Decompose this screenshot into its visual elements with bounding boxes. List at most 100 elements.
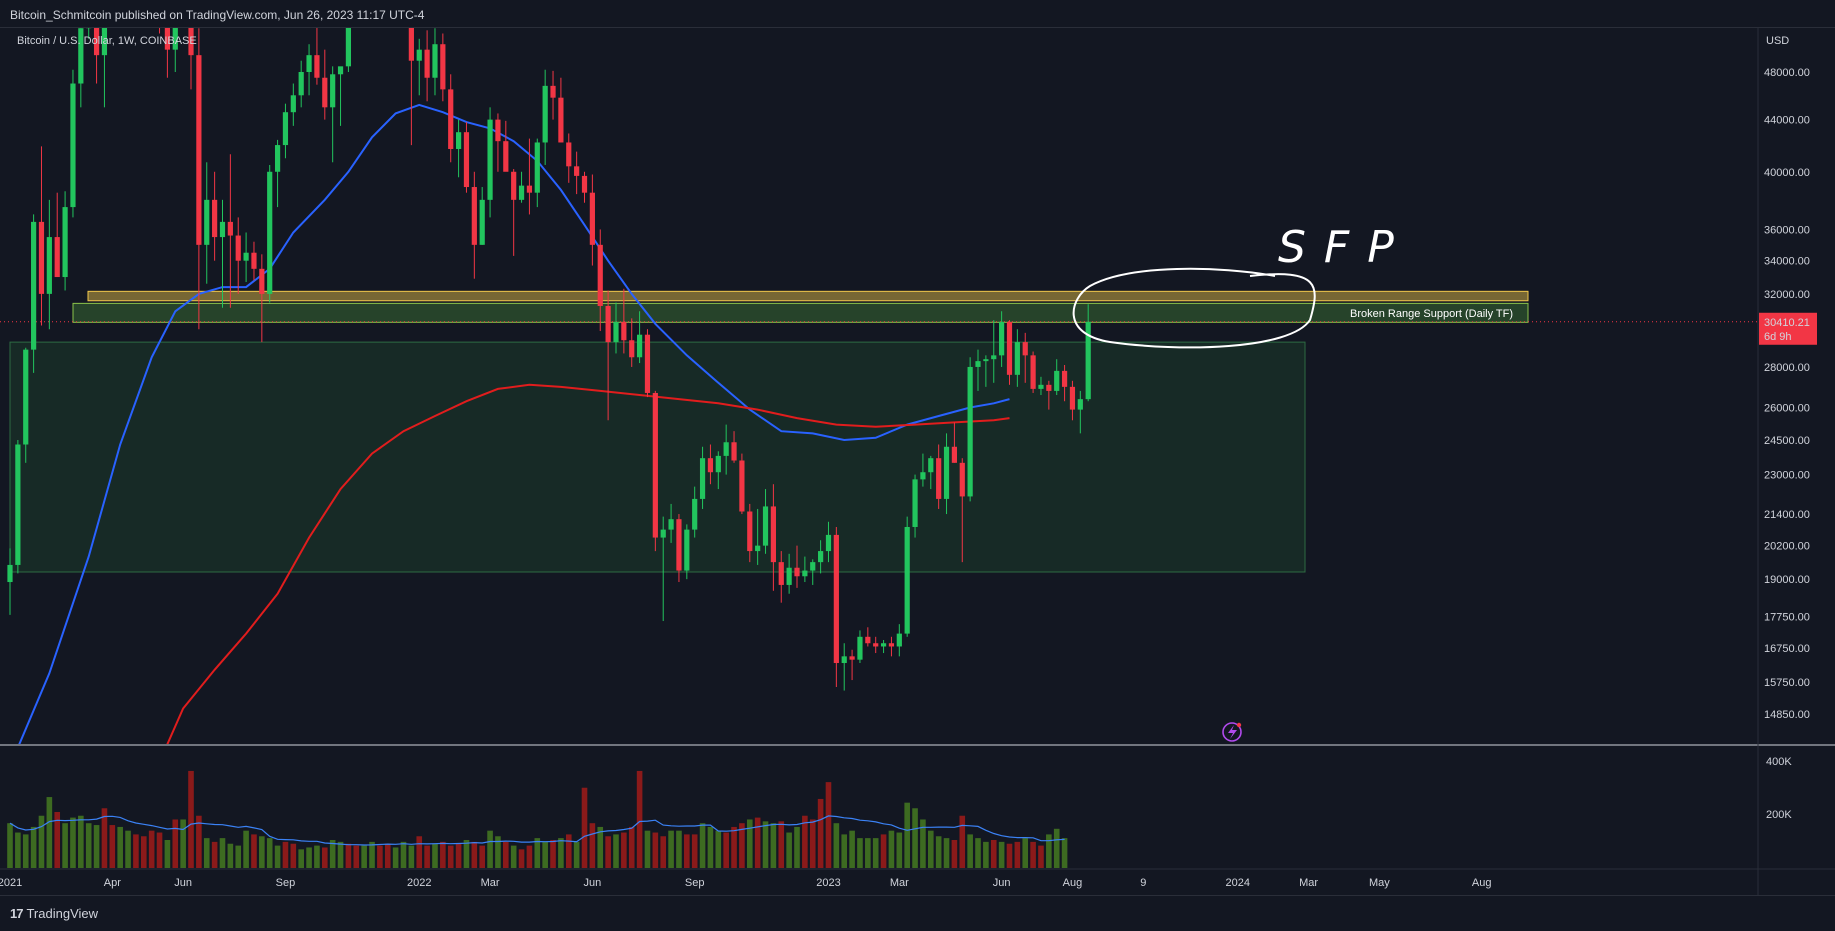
candle bbox=[495, 113, 501, 172]
candle-body bbox=[448, 89, 454, 149]
time-tick-label: 2024 bbox=[1225, 877, 1249, 889]
candle-body bbox=[652, 392, 658, 538]
symbol-legend: Bitcoin / U.S. Dollar, 1W, COINBASE bbox=[17, 35, 197, 47]
candle-body bbox=[1006, 321, 1013, 375]
time-tick-label: Sep bbox=[276, 877, 296, 889]
volume-bar bbox=[935, 836, 942, 868]
volume-bar bbox=[943, 838, 950, 868]
candle-body bbox=[739, 460, 745, 512]
volume-bar bbox=[636, 770, 643, 868]
candle-body bbox=[251, 252, 257, 269]
time-tick-label: 2023 bbox=[816, 877, 840, 889]
volume-bar bbox=[896, 832, 903, 868]
volume-bar bbox=[707, 826, 714, 868]
candle bbox=[1077, 390, 1083, 434]
candle bbox=[605, 290, 611, 421]
volume-bar bbox=[699, 823, 706, 868]
volume-bar bbox=[621, 832, 627, 868]
volume-bar bbox=[794, 826, 800, 868]
candle bbox=[306, 44, 312, 96]
candle bbox=[621, 288, 627, 354]
volume-bar bbox=[227, 843, 234, 868]
candle-body bbox=[1085, 321, 1091, 400]
candle-body bbox=[526, 185, 533, 193]
volume-bar bbox=[1022, 838, 1029, 868]
price-chart[interactable]: 48000.00 44000.00 40000.00 36000.00 34000.00… bbox=[0, 28, 1835, 895]
sfp-annotation: SFP bbox=[1278, 222, 1412, 273]
currency-label: USD bbox=[1766, 35, 1789, 47]
volume-bar bbox=[691, 834, 698, 868]
candle bbox=[282, 103, 289, 159]
candle bbox=[904, 516, 910, 637]
candle bbox=[983, 355, 989, 387]
candle-body bbox=[904, 526, 910, 634]
volume-bar bbox=[770, 823, 777, 868]
candle-body bbox=[518, 185, 525, 200]
publish-info: Bitcoin_Schmitcoin published on TradingV… bbox=[10, 8, 425, 22]
candle bbox=[818, 540, 824, 574]
volume-bar bbox=[93, 825, 100, 868]
candle-body bbox=[959, 462, 965, 497]
candle bbox=[46, 199, 52, 330]
price-tick-label: 36000.00 bbox=[1764, 224, 1810, 236]
candle bbox=[786, 553, 792, 594]
volume-bar bbox=[416, 836, 423, 868]
volume-bar bbox=[314, 845, 320, 868]
candle-body bbox=[290, 95, 296, 113]
candle bbox=[534, 138, 540, 208]
candle-body bbox=[550, 85, 556, 98]
candle-body bbox=[991, 355, 997, 360]
candle bbox=[511, 169, 517, 256]
candle bbox=[542, 69, 548, 165]
time-tick-label: May bbox=[1369, 877, 1390, 889]
candle-body bbox=[1077, 399, 1083, 410]
candle-body bbox=[920, 472, 926, 480]
candle bbox=[290, 83, 296, 126]
candle bbox=[314, 28, 320, 85]
candle bbox=[471, 171, 477, 279]
volume-bar bbox=[400, 841, 407, 868]
candle bbox=[251, 241, 257, 281]
candle bbox=[78, 28, 84, 108]
candle-body bbox=[558, 97, 564, 143]
candle-body bbox=[204, 199, 210, 245]
candle-body bbox=[46, 237, 52, 294]
volume-bar bbox=[550, 840, 556, 868]
volume-bar bbox=[1046, 834, 1052, 868]
time-tick-label: Jun bbox=[584, 877, 602, 889]
candle-body bbox=[282, 112, 289, 146]
time-tick-label: 2021 bbox=[0, 877, 22, 889]
candle-body bbox=[778, 562, 784, 585]
candle-body bbox=[951, 446, 957, 463]
volume-bar bbox=[731, 826, 737, 868]
candle bbox=[912, 474, 918, 538]
candle bbox=[550, 70, 556, 120]
volume-bar bbox=[660, 836, 667, 868]
candle-body bbox=[794, 567, 800, 577]
volume-bar bbox=[723, 832, 729, 868]
tradingview-brand[interactable]: 17 TradingView bbox=[10, 906, 98, 921]
price-tick-label: 17750.00 bbox=[1764, 611, 1810, 623]
candle bbox=[235, 217, 241, 294]
volume-bar bbox=[865, 838, 871, 868]
volume-bar bbox=[526, 845, 533, 868]
time-tick-label: 2022 bbox=[407, 877, 431, 889]
volume-bar bbox=[369, 841, 375, 868]
candle bbox=[164, 28, 170, 78]
candle bbox=[159, 28, 161, 34]
volume-bar bbox=[38, 815, 45, 868]
candle bbox=[1054, 359, 1060, 396]
last-price-badge bbox=[1759, 312, 1817, 345]
candle bbox=[920, 453, 926, 487]
volume-bar bbox=[101, 808, 108, 868]
candle bbox=[865, 627, 871, 647]
volume-bar bbox=[959, 815, 966, 868]
candle bbox=[943, 433, 950, 515]
zone-label: Broken Range Support (Daily TF) bbox=[1350, 308, 1513, 320]
candle bbox=[613, 302, 619, 354]
candle bbox=[888, 636, 895, 657]
volume-bar bbox=[652, 832, 659, 868]
volume-bar bbox=[920, 819, 926, 868]
candle-body bbox=[196, 55, 202, 245]
volume-bar bbox=[251, 834, 257, 868]
